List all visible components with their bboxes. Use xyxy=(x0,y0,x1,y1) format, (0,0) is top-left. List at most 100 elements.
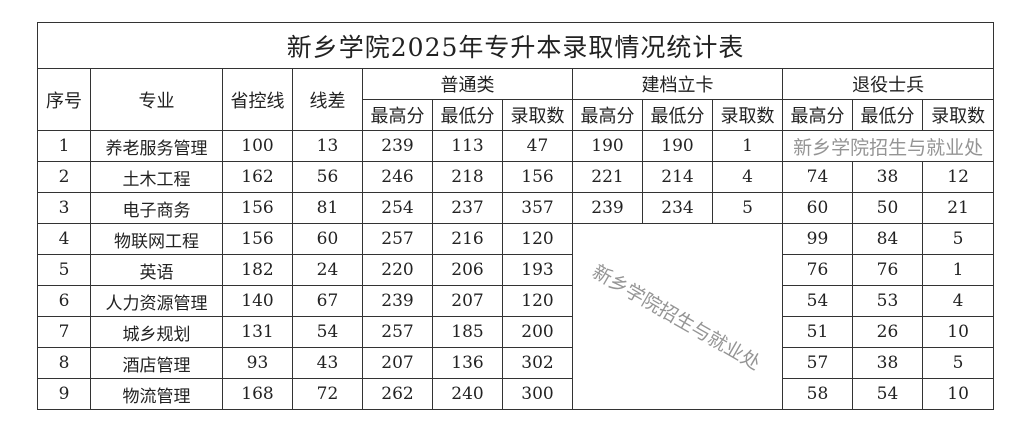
cell-regular-count: 120 xyxy=(502,285,573,317)
subheader-count: 录取数 xyxy=(712,99,783,131)
cell-major: 人力资源管理 xyxy=(90,285,223,317)
cell-poverty-count: 1 xyxy=(712,130,783,162)
cell-major: 电子商务 xyxy=(90,192,223,224)
cell-poverty-max: 239 xyxy=(572,192,643,224)
cell-regular-min: 240 xyxy=(432,378,503,410)
cell-poverty-count: 5 xyxy=(712,192,783,224)
cell-provincial-line: 182 xyxy=(222,254,293,286)
cell-index: 7 xyxy=(37,316,91,348)
watermark: 新乡学院招生与就业处 xyxy=(793,136,984,159)
cell-poverty-max: 190 xyxy=(572,130,643,162)
watermark: 新乡学院招生与就业处 xyxy=(588,260,765,375)
table-row: 2 土木工程 162 56 246 218 156 221 214 4 74 38 12 xyxy=(37,161,995,193)
cell-provincial-line: 131 xyxy=(222,316,293,348)
table-row: 6 人力资源管理 140 67 239 207 120 54 53 4 xyxy=(37,285,995,317)
cell-provincial-line: 93 xyxy=(222,347,293,379)
cell-veteran-min: 38 xyxy=(852,161,923,193)
cell-veteran-empty: 新乡学院招生与就业处 xyxy=(781,130,995,162)
cell-line-diff: 81 xyxy=(292,192,363,224)
cell-line-diff: 67 xyxy=(292,285,363,317)
cell-regular-max: 262 xyxy=(362,378,433,410)
cell-regular-max: 239 xyxy=(362,130,433,162)
cell-regular-max: 254 xyxy=(362,192,433,224)
subheader-min: 最低分 xyxy=(432,99,503,131)
cell-index: 6 xyxy=(37,285,91,317)
header-group-veteran: 退役士兵 xyxy=(781,68,995,100)
cell-regular-min: 216 xyxy=(432,223,503,255)
cell-provincial-line: 156 xyxy=(222,223,293,255)
cell-veteran-min: 84 xyxy=(852,223,923,255)
subheader-count: 录取数 xyxy=(921,99,995,131)
cell-index: 3 xyxy=(37,192,91,224)
table-row: 1 养老服务管理 100 13 239 113 47 190 190 1 新乡学院招生与就业处 xyxy=(37,130,995,162)
cell-veteran-count: 10 xyxy=(921,378,995,410)
admission-table: 新乡学院2025年专升本录取情况统计表 序号 专业 省控线 线差 普通类 建档立… xyxy=(36,22,995,410)
subheader-max: 最高分 xyxy=(572,99,643,131)
cell-veteran-min: 54 xyxy=(852,378,923,410)
cell-major: 城乡规划 xyxy=(90,316,223,348)
cell-line-diff: 13 xyxy=(292,130,363,162)
cell-regular-count: 300 xyxy=(502,378,573,410)
cell-veteran-max: 99 xyxy=(782,223,853,255)
cell-provincial-line: 162 xyxy=(222,161,293,193)
cell-veteran-count: 21 xyxy=(921,192,995,224)
cell-regular-min: 206 xyxy=(432,254,503,286)
cell-veteran-min: 38 xyxy=(852,347,923,379)
cell-regular-min: 207 xyxy=(432,285,503,317)
cell-regular-count: 120 xyxy=(502,223,573,255)
cell-index: 8 xyxy=(37,347,91,379)
cell-veteran-max: 57 xyxy=(782,347,853,379)
subheader-max: 最高分 xyxy=(362,99,433,131)
cell-regular-max: 257 xyxy=(362,223,433,255)
cell-veteran-min: 76 xyxy=(852,254,923,286)
cell-index: 4 xyxy=(37,223,91,255)
cell-regular-max: 220 xyxy=(362,254,433,286)
cell-regular-max: 246 xyxy=(362,161,433,193)
cell-regular-min: 218 xyxy=(432,161,503,193)
cell-line-diff: 24 xyxy=(292,254,363,286)
cell-provincial-line: 100 xyxy=(222,130,293,162)
cell-veteran-max: 58 xyxy=(782,378,853,410)
header-provincial-line: 省控线 xyxy=(222,68,293,131)
cell-index: 2 xyxy=(37,161,91,193)
cell-line-diff: 43 xyxy=(292,347,363,379)
subheader-min: 最低分 xyxy=(642,99,713,131)
cell-veteran-count: 5 xyxy=(921,223,995,255)
cell-regular-count: 47 xyxy=(502,130,573,162)
table-row: 5 英语 182 24 220 206 193 76 76 1 xyxy=(37,254,995,286)
cell-line-diff: 60 xyxy=(292,223,363,255)
cell-veteran-max: 51 xyxy=(782,316,853,348)
cell-poverty-empty: 新乡学院招生与就业处 xyxy=(572,223,783,410)
cell-provincial-line: 140 xyxy=(222,285,293,317)
table-row: 8 酒店管理 93 43 207 136 302 57 38 5 xyxy=(37,347,995,379)
cell-provincial-line: 156 xyxy=(222,192,293,224)
cell-poverty-min: 234 xyxy=(642,192,713,224)
cell-regular-min: 237 xyxy=(432,192,503,224)
subheader-min: 最低分 xyxy=(852,99,923,131)
cell-index: 1 xyxy=(37,130,91,162)
cell-veteran-count: 4 xyxy=(921,285,995,317)
table-row: 7 城乡规划 131 54 257 185 200 51 26 10 xyxy=(37,316,995,348)
cell-line-diff: 54 xyxy=(292,316,363,348)
table-row: 3 电子商务 156 81 254 237 357 239 234 5 60 50 21 xyxy=(37,192,995,224)
cell-regular-count: 357 xyxy=(502,192,573,224)
table-title: 新乡学院2025年专升本录取情况统计表 xyxy=(36,22,995,69)
cell-line-diff: 72 xyxy=(292,378,363,410)
cell-veteran-count: 5 xyxy=(921,347,995,379)
header-index: 序号 xyxy=(37,68,91,131)
header-group-regular: 普通类 xyxy=(362,68,573,100)
cell-poverty-min: 190 xyxy=(642,130,713,162)
header-line-diff: 线差 xyxy=(292,68,363,131)
table-row: 9 物流管理 168 72 262 240 300 58 54 10 xyxy=(37,378,995,410)
cell-regular-max: 207 xyxy=(362,347,433,379)
cell-provincial-line: 168 xyxy=(222,378,293,410)
cell-regular-min: 136 xyxy=(432,347,503,379)
cell-index: 9 xyxy=(37,378,91,410)
cell-regular-count: 200 xyxy=(502,316,573,348)
cell-veteran-count: 1 xyxy=(921,254,995,286)
cell-regular-min: 185 xyxy=(432,316,503,348)
cell-regular-count: 302 xyxy=(502,347,573,379)
cell-regular-max: 239 xyxy=(362,285,433,317)
cell-veteran-min: 50 xyxy=(852,192,923,224)
cell-major: 酒店管理 xyxy=(90,347,223,379)
